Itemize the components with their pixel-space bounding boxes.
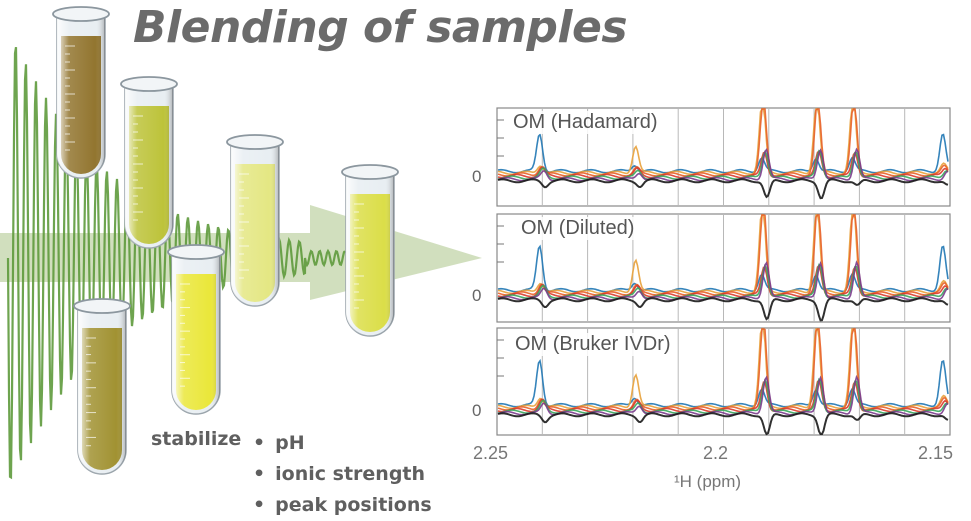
test-tube-4 (167, 244, 225, 415)
panel-title-hadamard: OM (Hadamard) (510, 111, 661, 134)
spectrum-series-5 (497, 263, 949, 299)
spectrum-series-7 (497, 178, 949, 200)
x-tick-2-25: 2.25 (473, 443, 509, 463)
spectrum-series-4 (497, 378, 949, 413)
stabilize-item-ionic-strength: ionic strength (253, 459, 432, 490)
page-title: Blending of samples (133, 2, 628, 53)
stabilize-label: stabilize (151, 428, 242, 450)
spectrum-series-4 (497, 264, 949, 298)
y-tick-zero-1: 0 (472, 167, 482, 186)
spectrum-series-5 (497, 377, 949, 414)
x-axis-label: ¹H (ppm) (674, 472, 742, 491)
panel-title-diluted: OM (Diluted) (518, 217, 638, 240)
stabilize-list: pH ionic strength peak positions (253, 428, 432, 521)
x-tick-2-2: 2.2 (703, 443, 729, 463)
x-tick-2-15: 2.15 (918, 443, 954, 463)
test-tube-2 (120, 76, 178, 249)
y-tick-zero-2: 0 (472, 286, 482, 305)
test-tube-3 (226, 134, 284, 307)
spectrum-series-1 (497, 132, 949, 174)
y-tick-zero-3: 0 (472, 401, 482, 420)
spectrum-series-1 (497, 358, 949, 408)
spectrum-panel-2 (496, 213, 951, 323)
test-tube-6 (341, 164, 399, 337)
test-tube-1 (52, 6, 110, 179)
panel-title-bruker: OM (Bruker IVDr) (512, 333, 674, 356)
spectrum-series-5 (497, 149, 949, 180)
spectrum-series-7 (497, 412, 949, 436)
stabilize-item-peak-positions: peak positions (253, 490, 432, 521)
spectrum-series-1 (497, 244, 949, 293)
test-tube-5 (73, 298, 131, 475)
spectrum-series-6 (497, 147, 949, 182)
spectrum-series-6 (497, 374, 949, 416)
spectrum-series-7 (497, 297, 949, 322)
fid-wave (6, 47, 346, 480)
spectrum-series-4 (497, 149, 949, 179)
stabilize-item-ph: pH (253, 428, 432, 459)
spectrum-series-6 (497, 260, 949, 301)
